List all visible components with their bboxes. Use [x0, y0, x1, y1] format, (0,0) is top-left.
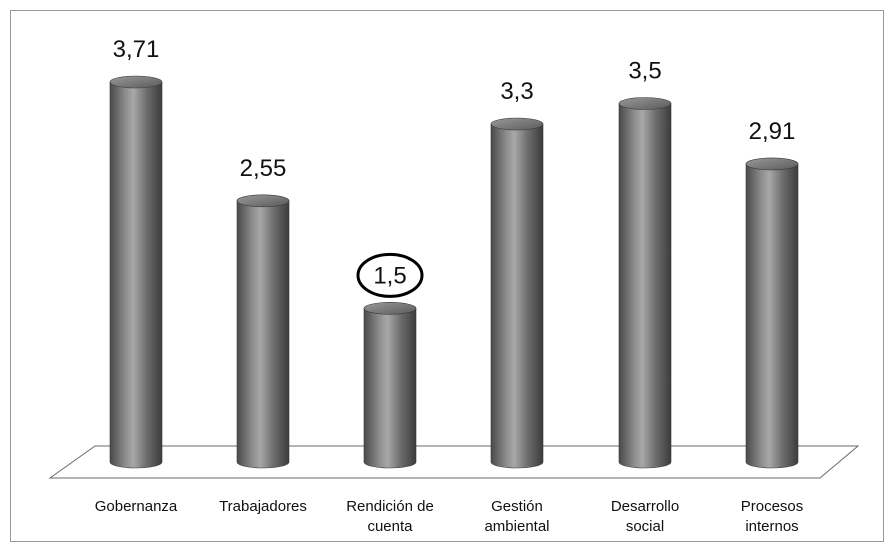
- category-labels-group: Gobernanza Trabajadores Rendición de cuenta…: [95, 498, 804, 535]
- category-label-line: Gestión: [491, 498, 543, 515]
- category-label-line: internos: [745, 518, 798, 535]
- data-label: 3,5: [628, 58, 661, 85]
- category-label: Procesos internos: [741, 498, 804, 535]
- category-label-line: Gobernanza: [95, 498, 178, 515]
- bar-body: [363, 308, 417, 469]
- category-label: Desarrollo social: [611, 498, 679, 535]
- chart-floor: [48, 445, 860, 479]
- data-label: 3,3: [500, 78, 533, 105]
- bar-body: [109, 81, 163, 469]
- category-label-line: Trabajadores: [219, 498, 307, 515]
- bar-body: [618, 103, 672, 469]
- bar: [490, 117, 544, 469]
- category-label-line: Desarrollo: [611, 498, 679, 515]
- category-label: Gobernanza: [95, 498, 178, 515]
- category-label-line: ambiental: [484, 518, 549, 535]
- highlight-circle: [356, 252, 424, 298]
- bar-cap: [618, 97, 672, 110]
- bar: [363, 302, 417, 469]
- data-label: 2,91: [749, 118, 796, 145]
- category-label: Rendición de cuenta: [346, 498, 434, 535]
- bar-cap: [109, 75, 163, 89]
- data-label: 2,55: [240, 155, 287, 182]
- bar-body: [236, 200, 290, 469]
- bar-cap: [490, 117, 544, 131]
- bar: [236, 194, 290, 469]
- value-labels-group: 3,71 2,55 1,5 3,3 3,5 2,91: [113, 36, 796, 298]
- category-label-line: Procesos: [741, 498, 804, 515]
- data-label: 3,71: [113, 36, 160, 63]
- bar-body: [490, 123, 544, 469]
- category-label-line: Rendición de: [346, 498, 434, 515]
- bar-cap: [236, 194, 290, 208]
- category-label: Trabajadores: [219, 498, 307, 515]
- bar: [109, 75, 163, 469]
- bar: [745, 157, 799, 469]
- category-label-line: cuenta: [367, 518, 413, 535]
- bars-group: [109, 75, 799, 469]
- bar: [618, 97, 672, 469]
- bar-body: [745, 163, 799, 469]
- category-label: Gestión ambiental: [484, 498, 549, 535]
- data-label: 1,5: [373, 262, 406, 289]
- category-label-line: social: [626, 518, 664, 535]
- bar-cap: [363, 302, 417, 315]
- bar-cap: [745, 157, 799, 171]
